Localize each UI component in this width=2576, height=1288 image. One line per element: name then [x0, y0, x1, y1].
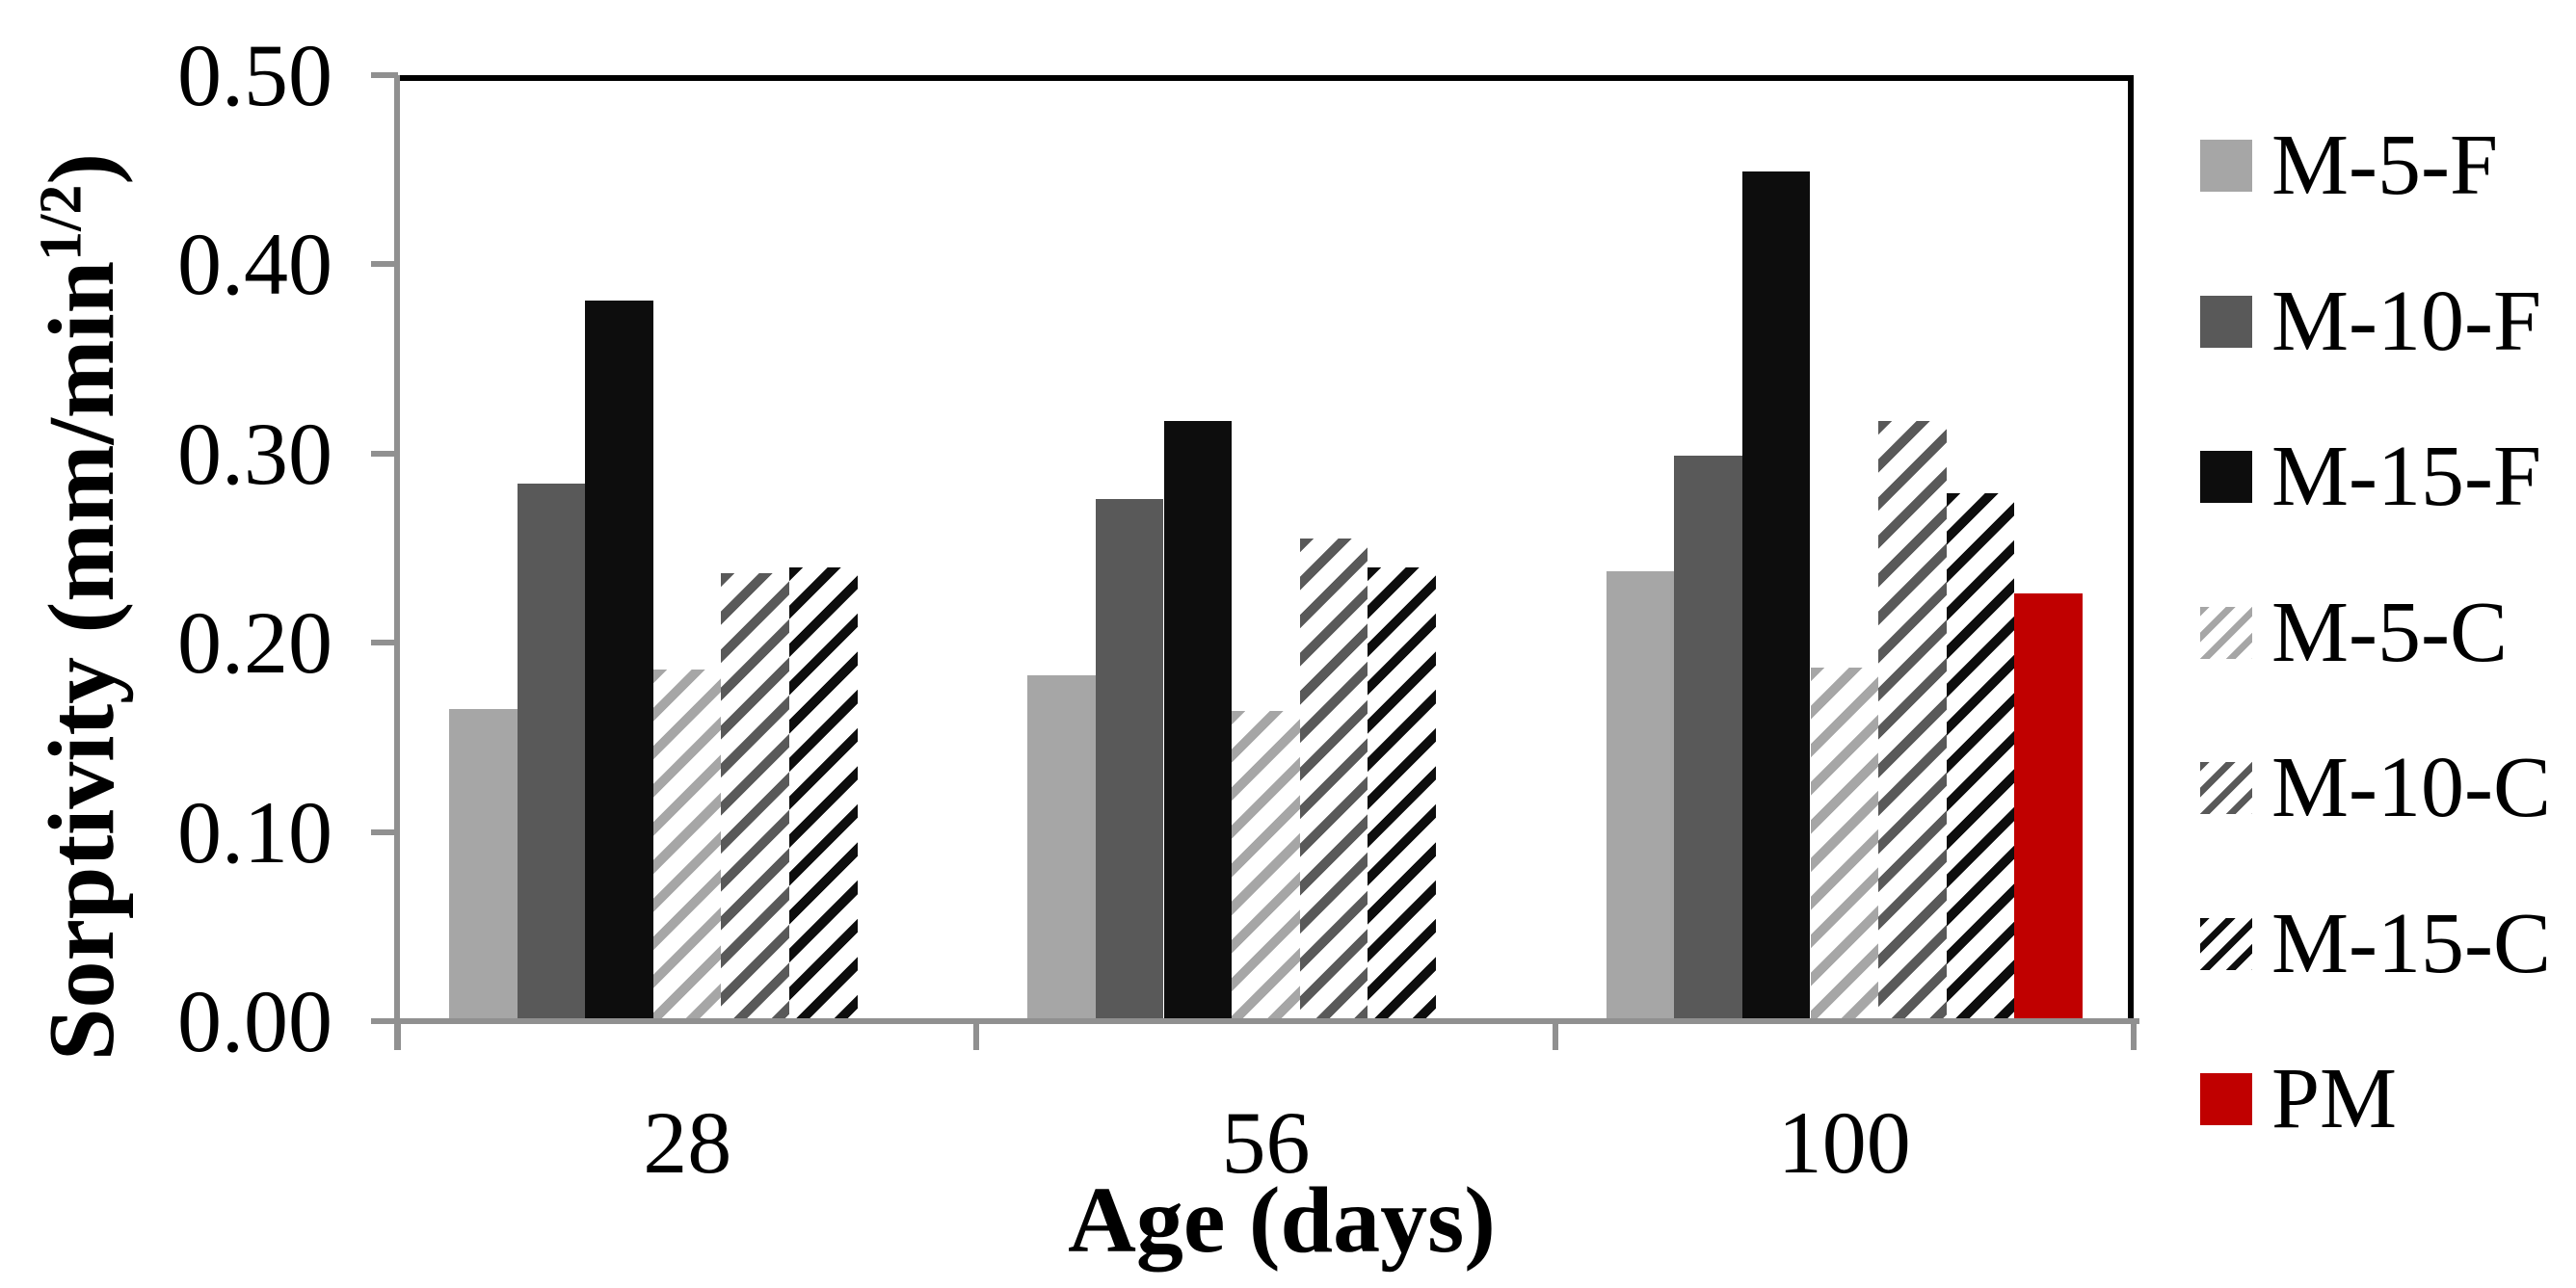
bar-M-15-F-28 [585, 300, 653, 1021]
x-axis-title: Age (days) [1068, 1169, 1496, 1273]
y-tick-label-0.10: 0.10 [177, 782, 332, 881]
y-tick-0.00 [371, 1018, 398, 1024]
bar-M-15-C-100 [1946, 493, 2015, 1021]
category-label-28: 28 [643, 1093, 732, 1192]
bar-M-10-C-28 [721, 572, 789, 1021]
bar-M-5-C-56 [1232, 710, 1300, 1021]
y-axis-line [394, 75, 400, 1050]
bar-PM-100 [2014, 593, 2083, 1021]
bar-M-10-C-56 [1299, 539, 1368, 1021]
legend-label-M-15-F: M-15-F [2271, 429, 2542, 524]
y-tick-label-0.50: 0.50 [177, 26, 332, 124]
legend-label-M-5-C: M-5-C [2271, 584, 2508, 680]
y-tick-label-0.00: 0.00 [177, 972, 332, 1070]
bar-M-5-C-100 [1810, 667, 1879, 1021]
x-tick-1 [973, 1021, 980, 1050]
y-tick-0.40 [371, 261, 398, 268]
category-label-100: 100 [1777, 1093, 1911, 1192]
bar-M-5-C-28 [652, 669, 722, 1021]
bar-M-5-F-100 [1606, 570, 1675, 1021]
legend-label-M-15-C: M-15-C [2271, 895, 2551, 991]
y-axis-title-sup: 1/2 [28, 184, 94, 261]
plot-area [398, 75, 2134, 1021]
bar-M-10-F-100 [1674, 455, 1742, 1021]
legend-swatch-M-10-C [2200, 762, 2252, 814]
legend-label-M-10-C: M-10-C [2271, 740, 2551, 835]
bar-M-10-C-100 [1878, 421, 1947, 1021]
legend-label-M-5-F: M-5-F [2271, 118, 2499, 213]
legend-swatch-M-5-F [2200, 140, 2252, 192]
y-tick-label-0.40: 0.40 [177, 215, 332, 314]
legend-swatch-M-15-C [2200, 917, 2252, 970]
bar-M-15-C-56 [1368, 566, 1436, 1021]
y-tick-0.20 [371, 640, 398, 646]
x-tick-2 [1552, 1021, 1558, 1050]
y-tick-0.30 [371, 450, 398, 457]
bar-M-5-F-28 [449, 708, 518, 1021]
x-tick-3 [2131, 1021, 2137, 1050]
bar-M-5-F-56 [1027, 674, 1096, 1021]
legend-swatch-M-15-F [2200, 451, 2252, 503]
bar-M-15-F-56 [1163, 421, 1233, 1021]
legend-label-M-10-F: M-10-F [2271, 273, 2542, 369]
y-tick-label-0.20: 0.20 [177, 593, 332, 693]
y-axis-title-close: ) [30, 152, 134, 185]
legend-swatch-PM [2200, 1073, 2252, 1125]
x-tick-0 [395, 1021, 401, 1050]
bar-M-10-F-28 [517, 484, 586, 1021]
x-axis-line [394, 1018, 2139, 1024]
bar-M-10-F-56 [1095, 498, 1164, 1021]
y-tick-0.10 [371, 828, 398, 835]
bar-M-15-F-100 [1741, 171, 1811, 1021]
legend-label-PM: PM [2271, 1051, 2398, 1146]
y-axis-title: Sorptivity (mm/min1/2) [28, 0, 135, 1281]
bar-M-15-C-28 [789, 566, 858, 1021]
category-label-56: 56 [1221, 1093, 1311, 1192]
y-axis-title-text: Sorptivity (mm/min [30, 260, 134, 1062]
y-tick-0.50 [371, 72, 398, 78]
legend-swatch-M-5-C [2200, 606, 2252, 659]
legend-swatch-M-10-F [2200, 295, 2252, 348]
y-tick-label-0.30: 0.30 [177, 404, 332, 503]
